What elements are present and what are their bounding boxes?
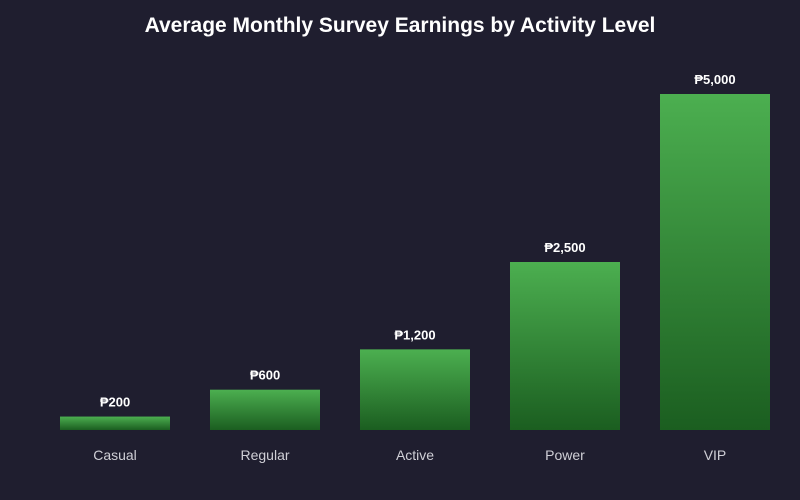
bar-value-label: ₱5,000 (694, 72, 735, 87)
chart-title: Average Monthly Survey Earnings by Activ… (144, 14, 656, 37)
x-tick-label: Active (396, 447, 434, 463)
bar-power (510, 262, 620, 430)
bar-active (360, 349, 470, 430)
bar-value-label: ₱200 (100, 395, 130, 410)
x-axis-ticks: Casual Regular Active Power VIP (93, 447, 726, 463)
bar-casual (60, 416, 170, 430)
x-tick-label: Power (545, 447, 585, 463)
x-tick-label: Casual (93, 447, 137, 463)
bar-value-label: ₱2,500 (544, 240, 585, 255)
x-tick-label: VIP (704, 447, 727, 463)
x-tick-label: Regular (240, 447, 289, 463)
bars-layer (60, 94, 770, 430)
bar-value-label: ₱600 (250, 368, 280, 383)
bar-value-label: ₱1,200 (394, 327, 435, 342)
bar-regular (210, 389, 320, 430)
bar-vip (660, 94, 770, 430)
value-labels-layer: ₱200 ₱600 ₱1,200 ₱2,500 ₱5,000 (100, 72, 736, 410)
